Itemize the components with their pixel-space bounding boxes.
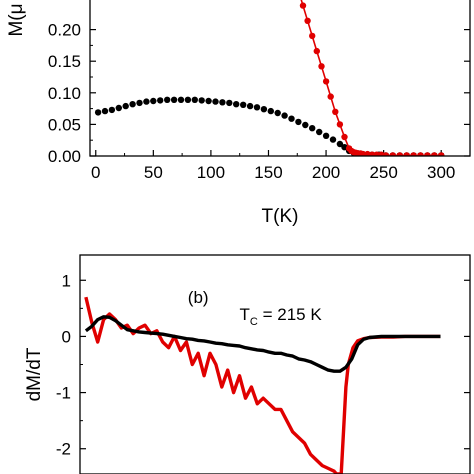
black-series-point (246, 102, 254, 110)
black-series-point (136, 99, 143, 107)
x-tick-label: 200 (312, 163, 340, 182)
series-clip-group (94, 0, 445, 156)
x-tick-label: 150 (254, 163, 282, 182)
red-series-point (309, 32, 316, 40)
black-series-point (295, 118, 302, 126)
bottom-y-axis: 1 0 -1 -2 (56, 271, 470, 459)
black-series-point (177, 96, 185, 104)
red-series-point (304, 17, 311, 24)
black-series-point (219, 99, 226, 106)
red-series-point (318, 63, 325, 70)
top-x-axis: 0 50 100 150 200 250 300 (91, 150, 455, 182)
red-series-point (322, 78, 330, 85)
red-series-point (417, 152, 424, 156)
red-series-point (341, 133, 348, 141)
panel-a: 0 50 100 150 200 250 300 0.000.050.100.150.20 … (6, 0, 471, 227)
tc-prefix: T (240, 305, 250, 324)
y-tick-label: -2 (56, 440, 71, 459)
black-series-point (94, 109, 102, 116)
top-plot-frame (89, 0, 471, 157)
red-series-point (438, 152, 445, 156)
red-series (299, 0, 445, 156)
top-x-axis-title: T(K) (262, 206, 299, 227)
black-series-point (205, 97, 212, 105)
black-series-point (253, 104, 261, 111)
red-series-point (299, 2, 307, 9)
red-series-point (382, 152, 390, 156)
red-series-point (332, 108, 339, 116)
series-clip-group (84, 296, 441, 474)
curie-temperature-annotation: TC = 215 K (240, 305, 323, 328)
black-series-point (108, 106, 116, 114)
black-series-point (198, 97, 205, 104)
x-tick-label: 300 (427, 163, 455, 182)
black-series (84, 315, 441, 373)
black-series-point (322, 132, 330, 139)
tc-value: = 215 K (258, 305, 322, 324)
red-series-line (84, 296, 441, 474)
black-series-point (329, 136, 337, 143)
y-tick-label: 0 (62, 327, 71, 346)
black-series-point (316, 128, 323, 136)
red-series-point (336, 121, 344, 128)
y-tick-label: -1 (56, 384, 71, 403)
red-series-point (313, 47, 320, 55)
y-tick-label: 0.20 (48, 21, 81, 40)
y-tick-label: 1 (62, 271, 71, 290)
red-series (84, 296, 441, 474)
black-series-point (157, 97, 164, 104)
black-series-point (240, 101, 247, 109)
black-series-point (143, 98, 150, 105)
black-series-point (288, 115, 295, 122)
y-tick-label: 0.10 (48, 84, 81, 103)
top-y-axis-title: M(μ (6, 3, 27, 36)
black-series-point (212, 98, 219, 105)
black-series-point (226, 99, 233, 107)
black-series-point (191, 96, 198, 104)
red-series-point (389, 152, 396, 156)
black-series-line (84, 315, 441, 373)
black-series-point (233, 101, 240, 108)
panel-label: (b) (188, 288, 209, 307)
black-series-point (184, 96, 192, 104)
bottom-y-axis-title: dM/dT (24, 347, 45, 401)
black-series-point (122, 102, 129, 110)
black-series-point (267, 107, 274, 115)
x-tick-label: 100 (197, 163, 225, 182)
y-tick-label: 0.00 (48, 147, 81, 166)
red-series-point (396, 152, 403, 156)
black-series-point (129, 101, 136, 108)
black-series-point (164, 96, 171, 104)
bottom-plot-frame (79, 254, 471, 474)
red-series-point (403, 152, 410, 156)
black-series-point (101, 107, 109, 115)
top-series-layer (94, 0, 445, 156)
red-series-point (431, 152, 438, 156)
red-series-point (424, 152, 431, 156)
panel-b: 1 0 -1 -2 dM/dT (b) TC = 215 K (24, 254, 471, 474)
bottom-series-layer (84, 296, 441, 474)
black-series-point (150, 97, 157, 105)
black-series-point (336, 140, 344, 148)
top-y-axis: 0.00 0.05 0.10 0.15 0.20 (48, 21, 470, 166)
black-series (94, 96, 445, 156)
black-series-point (309, 125, 316, 132)
black-series-point (260, 106, 268, 113)
x-tick-label: 250 (369, 163, 397, 182)
y-tick-label: 0.05 (48, 115, 81, 134)
x-tick-label: 50 (144, 163, 163, 182)
red-series-point (327, 93, 334, 100)
black-series-point (274, 109, 281, 117)
red-series-point (410, 152, 417, 156)
y-tick-label: 0.15 (48, 52, 81, 71)
black-series-point (115, 104, 123, 112)
black-series-point (302, 121, 309, 129)
tc-subscript: C (250, 316, 258, 328)
black-series-point (170, 96, 178, 104)
black-series-point (281, 112, 288, 119)
x-tick-label: 0 (91, 163, 100, 182)
